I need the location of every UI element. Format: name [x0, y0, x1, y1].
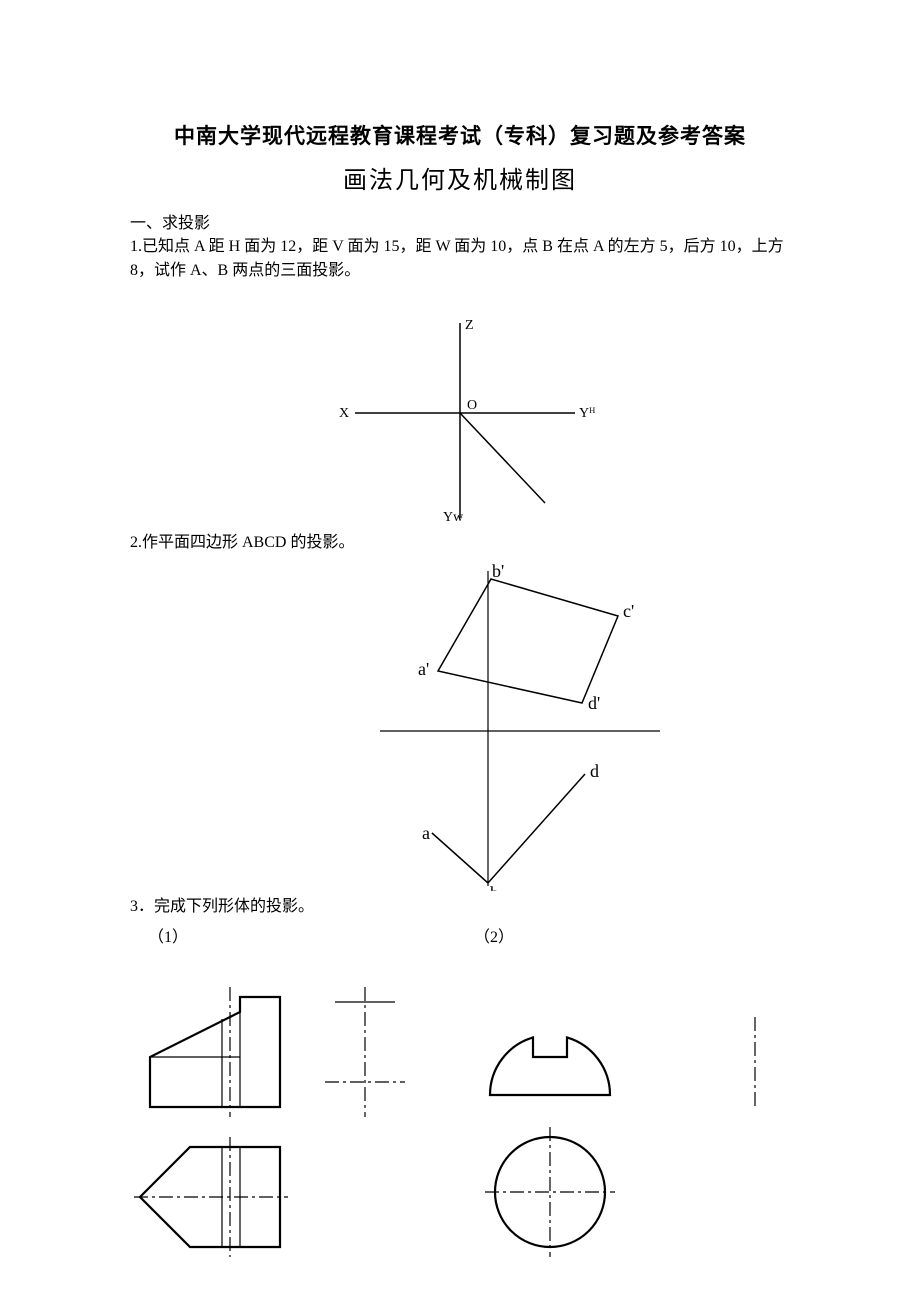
svg-text:a': a' — [418, 659, 429, 679]
page-root: 中南大学现代远程教育课程考试（专科）复习题及参考答案 画法几何及机械制图 一、求… — [0, 0, 920, 1302]
figure-3-1 — [130, 987, 425, 1267]
title-main: 中南大学现代远程教育课程考试（专科）复习题及参考答案 — [130, 120, 790, 150]
svg-text:c': c' — [623, 601, 634, 621]
question-1: 1.已知点 A 距 H 面为 12，距 V 面为 15，距 W 面为 10，点 … — [130, 235, 790, 283]
figure-2-wrap: b' c' a' d' d a b — [130, 561, 790, 891]
figure-1-axes: Z O X Yᴴ Yᴡ — [325, 313, 595, 523]
question-3-subrow: （1） （2） — [130, 923, 790, 947]
svg-text:d: d — [590, 761, 599, 781]
figure-1-wrap: Z O X Yᴴ Yᴡ — [130, 313, 790, 523]
svg-text:b: b — [490, 883, 499, 891]
question-2: 2.作平面四边形 ABCD 的投影。 — [130, 531, 790, 555]
question-3-sub2: （2） — [464, 923, 790, 947]
svg-text:d': d' — [588, 693, 600, 713]
question-3: 3．完成下列形体的投影。 — [130, 895, 790, 919]
svg-text:Yᴴ: Yᴴ — [579, 406, 595, 421]
figure-2-quad: b' c' a' d' d a b — [370, 561, 670, 891]
section-heading: 一、求投影 — [130, 209, 790, 233]
question-3-sub1: （1） — [130, 923, 464, 947]
svg-text:b': b' — [492, 561, 504, 581]
svg-text:Z: Z — [465, 318, 474, 333]
svg-text:O: O — [467, 398, 477, 413]
svg-text:X: X — [339, 406, 349, 421]
title-sub: 画法几何及机械制图 — [130, 160, 790, 195]
figure-3-2 — [455, 987, 790, 1267]
figure-3-row — [130, 987, 790, 1267]
svg-text:a: a — [422, 823, 430, 843]
svg-text:Yᴡ: Yᴡ — [443, 510, 464, 523]
